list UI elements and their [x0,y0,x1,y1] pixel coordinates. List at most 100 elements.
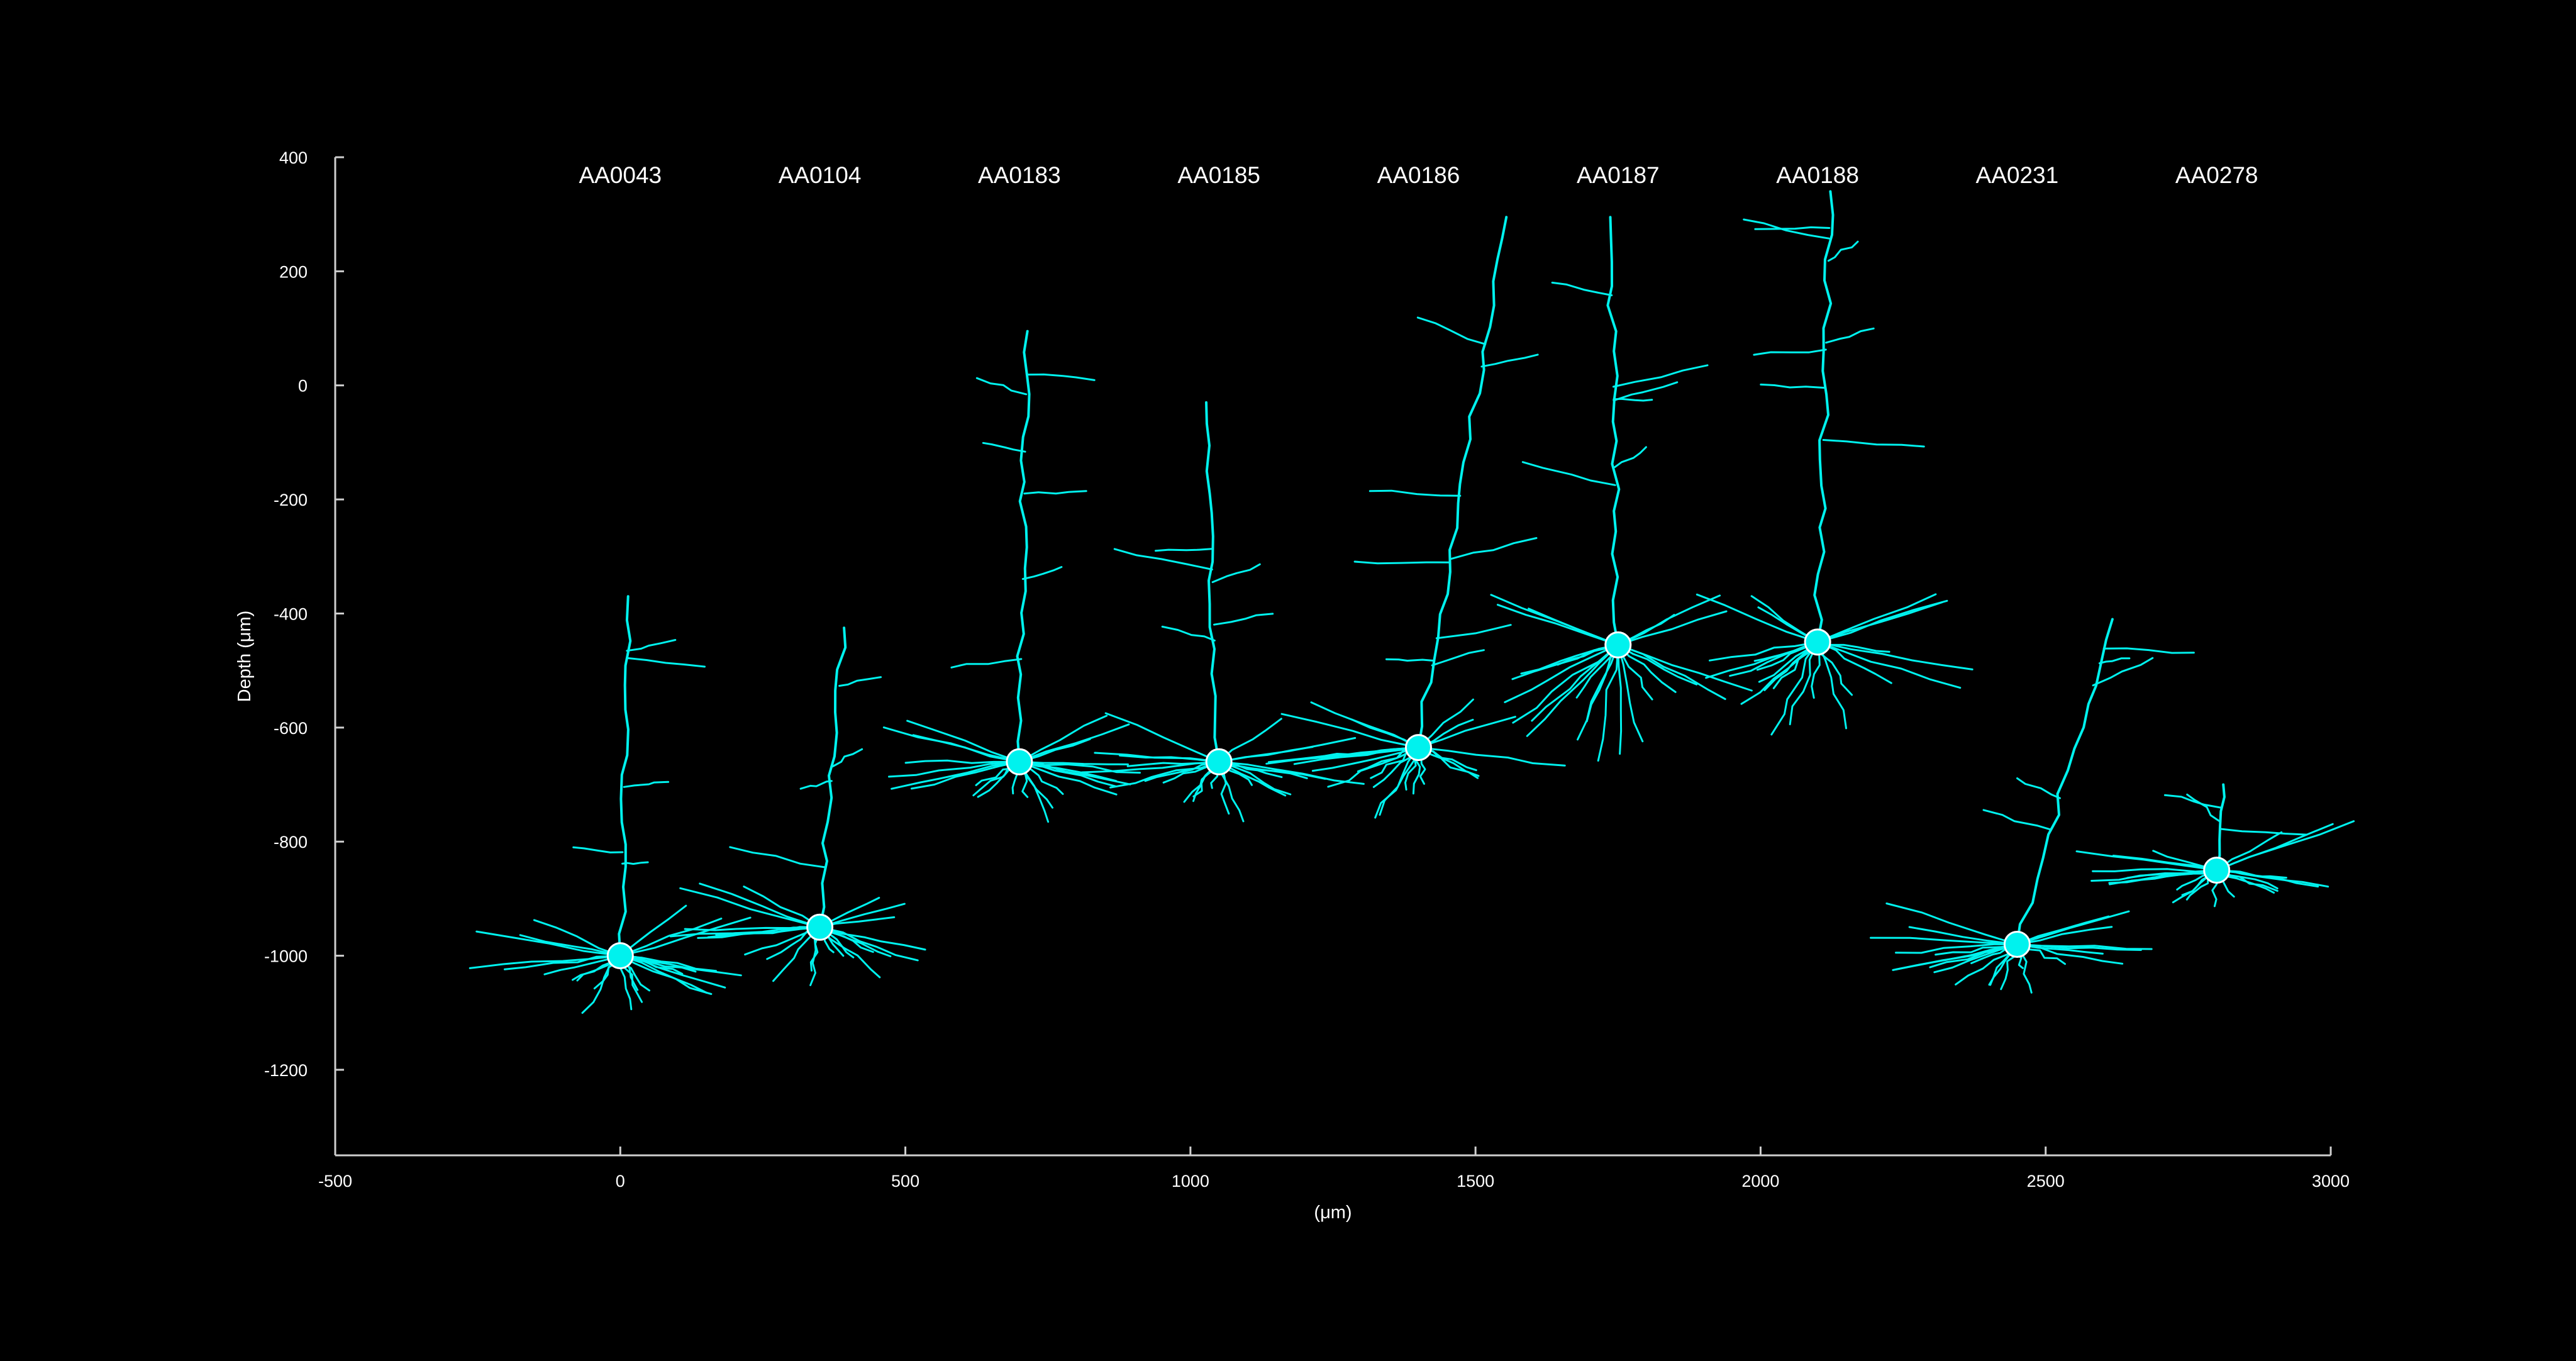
basal-dendrite [2090,869,2218,882]
basal-dendrite [1218,736,1357,763]
basal-dendrite [904,759,1021,764]
basal-dendrite [519,934,621,957]
y-tick-label: -1000 [264,947,308,966]
oblique-dendrite [1021,566,1063,581]
oblique-dendrite [2186,793,2222,823]
y-tick-label: -400 [274,604,308,623]
oblique-dendrite [1155,548,1213,552]
soma [1006,748,1033,775]
oblique-dendrite [1023,490,1087,495]
basal-dendrite [469,955,621,969]
oblique-dendrite [572,846,624,853]
oblique-dendrite [623,780,670,788]
basal-dendrite [1311,747,1419,772]
oblique-dendrite [1211,563,1261,584]
basal-dendrite [1617,594,1721,646]
basal-dendrite [1816,599,1948,643]
x-tick-label: 500 [891,1172,919,1191]
oblique-dendrite [1113,548,1213,570]
neuron-AA0043: AA0043 [469,162,752,1014]
basal-dendrite [1929,943,2018,969]
neuron-AA0185: AA0185 [1080,162,1365,823]
apical-dendrite [1016,330,1031,764]
basal-dendrite [1418,716,1516,749]
oblique-dendrite [1521,461,1616,486]
basal-dendrite [619,916,752,957]
basal-dendrite [1696,593,1819,643]
apical-dendrite [818,626,847,929]
neuron-label: AA0186 [1377,162,1460,188]
basal-dendrite [1770,641,1819,736]
basal-dendrite [1709,641,1819,662]
oblique-dendrite [1480,353,1539,368]
basal-dendrite [1293,747,1419,765]
basal-dendrite [1597,643,1619,762]
basal-dendrite [619,955,708,994]
soma [1404,734,1432,762]
oblique-dendrite [1822,439,1925,448]
basal-dendrite [619,904,687,957]
basal-dendrite [1789,641,1819,726]
neuron-AA0104: AA0104 [669,162,926,986]
basal-dendrite [1617,643,1623,755]
oblique-dendrite [1612,364,1709,388]
oblique-dendrite [982,442,1026,453]
soma [1604,631,1632,658]
oblique-dendrite [1385,658,1434,662]
basal-dendrite [2216,869,2287,879]
basal-dendrite [1816,601,1944,643]
basal-dendrite [1144,760,1220,782]
x-tick-label: -500 [318,1172,352,1191]
y-tick-label: -600 [274,719,308,738]
oblique-dendrite [1614,446,1647,469]
oblique-dendrite [2219,828,2308,836]
y-tick-label: 200 [279,262,308,281]
basal-dendrite [1816,641,1892,684]
soma [2003,930,2031,958]
basal-dendrite [1018,760,1129,765]
basal-dendrite [1816,641,1962,689]
basal-dendrite [1885,903,2018,945]
basal-dendrite [2092,868,2218,873]
oblique-dendrite [2092,657,2154,687]
basal-dendrite [1018,760,1141,774]
apical-dendrite [2215,783,2226,872]
neuron-label: AA0185 [1177,162,1260,188]
oblique-dendrite [1431,649,1485,667]
oblique-dendrite [1753,348,1827,356]
neuron-AA0188: AA0188 [1696,162,1974,736]
basal-dendrite [1908,926,2018,945]
oblique-dendrite [626,639,677,652]
apical-dendrite [1813,190,1835,643]
basal-dendrite [2112,855,2218,872]
y-tick-label: 0 [298,377,308,396]
x-axis-label: (μm) [1314,1203,1352,1223]
oblique-dendrite [1435,624,1512,640]
basal-dendrite [699,882,821,928]
neuron-label: AA0104 [779,162,862,188]
basal-dendrite [1267,747,1419,764]
basal-dendrite [1018,760,1118,796]
basal-dendrite [819,926,919,962]
x-tick-label: 3000 [2312,1172,2350,1191]
apical-dendrite [1205,401,1221,764]
basal-dendrite [2216,820,2355,872]
neuron-AA0278: AA0278 [2075,162,2355,908]
y-tick-label: -200 [274,491,308,509]
oblique-dendrite [1448,537,1538,560]
apical-dendrite [1417,216,1508,749]
soma [806,913,834,941]
y-tick-label: -1200 [264,1061,308,1080]
oblique-dendrite [1213,613,1274,626]
basal-dendrite [1496,604,1619,646]
x-tick-label: 2000 [1741,1172,1779,1191]
soma [2203,857,2231,884]
basal-dendrite [475,930,621,957]
basal-dendrite [1895,943,2018,954]
basal-dendrite [1280,713,1419,749]
basal-dendrite [1531,643,1619,722]
basal-dendrite [1617,643,1698,686]
